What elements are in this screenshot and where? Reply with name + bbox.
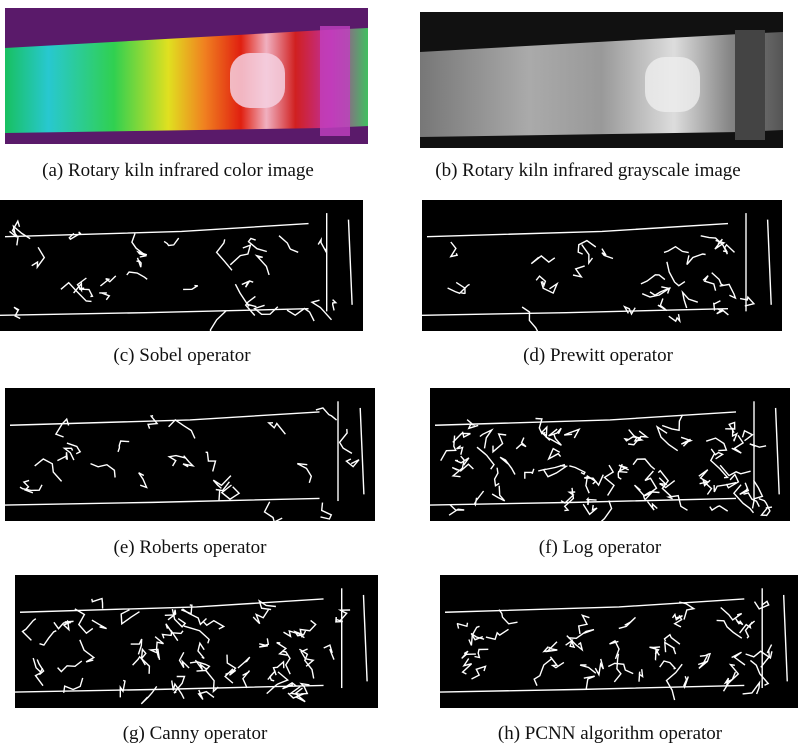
caption: (f) Log operator (539, 537, 661, 559)
caption: (a) Rotary kiln infrared color image (42, 160, 314, 182)
edge-image (15, 575, 378, 708)
edge-image (422, 200, 782, 331)
caption: (h) PCNN algorithm operator (498, 723, 722, 745)
caption: (b) Rotary kiln infrared grayscale image (435, 160, 740, 182)
page: (a) Rotary kiln infrared color image (b)… (0, 0, 798, 747)
edge-image (0, 200, 363, 331)
caption: (e) Roberts operator (114, 537, 267, 559)
caption: (c) Sobel operator (113, 345, 250, 367)
caption: (g) Canny operator (123, 723, 268, 745)
edge-image (5, 388, 375, 521)
edge-image (440, 575, 798, 708)
caption: (d) Prewitt operator (523, 345, 673, 367)
edge-image (430, 388, 790, 521)
infrared-grayscale-image (420, 12, 783, 148)
infrared-color-image (5, 8, 368, 144)
